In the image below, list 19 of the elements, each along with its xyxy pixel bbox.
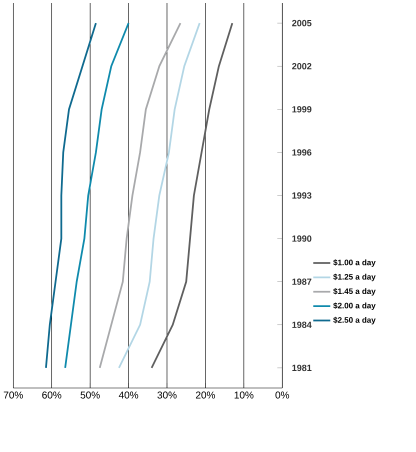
x-tick-label: 10% — [234, 392, 254, 399]
x-tick-label: 40% — [118, 392, 138, 399]
line-series — [118, 22, 200, 369]
x-tick-label: 0% — [275, 392, 289, 399]
x-tick-label: 50% — [80, 392, 100, 399]
x-tick-label: 70% — [4, 392, 23, 399]
y-tick-label: 1993 — [292, 192, 312, 199]
y-tick-label: 1996 — [292, 149, 312, 156]
x-tick-label: 60% — [42, 392, 62, 399]
y-tick-label: 1984 — [292, 322, 312, 328]
y-tick-label: 1981 — [292, 364, 312, 372]
x-tick-label: 30% — [157, 392, 176, 399]
y-tick-label: 2002 — [292, 63, 312, 70]
x-tick-label: 20% — [196, 392, 215, 399]
y-tick-label: 1987 — [292, 278, 312, 285]
y-tick-label: 1990 — [292, 235, 312, 242]
line-series — [64, 22, 130, 369]
y-tick-label: 1999 — [292, 106, 312, 112]
y-tick-label: 2005 — [292, 20, 312, 26]
